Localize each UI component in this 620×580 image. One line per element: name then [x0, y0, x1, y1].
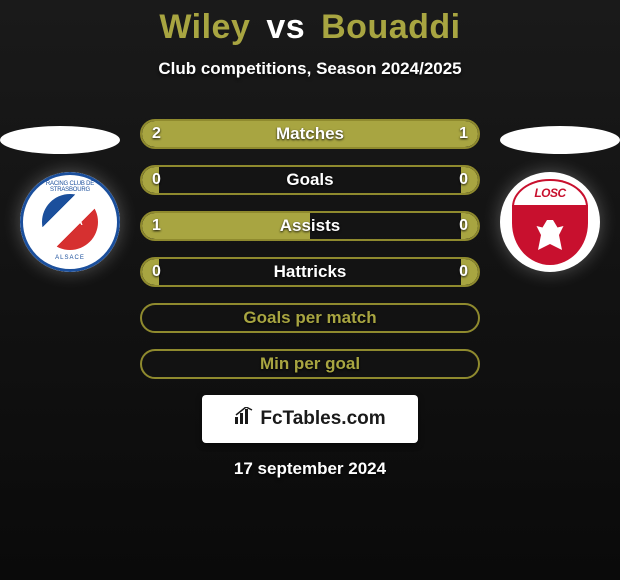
stat-value-right: 1	[459, 125, 468, 143]
stat-value-right: 0	[459, 217, 468, 235]
brand-text: FcTables.com	[260, 408, 385, 430]
stat-label: Matches	[142, 124, 478, 144]
date-text: 17 september 2024	[0, 459, 620, 479]
stat-row: 0Goals0	[140, 165, 480, 195]
stat-value-right: 0	[459, 263, 468, 281]
stat-label: Goals	[142, 170, 478, 190]
stat-row: 0Hattricks0	[140, 257, 480, 287]
comparison-bars: 2Matches10Goals01Assists00Hattricks0Goal…	[0, 119, 620, 379]
vs-separator: vs	[266, 8, 305, 46]
player2-name: Bouaddi	[321, 8, 460, 46]
chart-icon	[234, 407, 256, 431]
stat-value-right: 0	[459, 171, 468, 189]
stat-row-empty: Goals per match	[140, 303, 480, 333]
subtitle: Club competitions, Season 2024/2025	[0, 59, 620, 79]
brand-attribution[interactable]: FcTables.com	[202, 395, 418, 443]
stat-label: Assists	[142, 216, 478, 236]
stat-label: Hattricks	[142, 262, 478, 282]
stat-row: 2Matches1	[140, 119, 480, 149]
stat-row: 1Assists0	[140, 211, 480, 241]
player1-name: Wiley	[159, 8, 250, 46]
page-title: Wiley vs Bouaddi	[0, 0, 620, 47]
stat-row-empty: Min per goal	[140, 349, 480, 379]
